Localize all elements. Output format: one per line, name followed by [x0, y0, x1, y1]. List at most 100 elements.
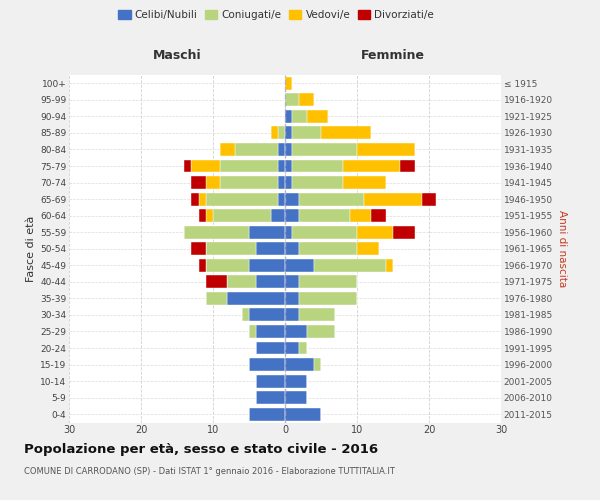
- Bar: [364, 192, 422, 205]
- Bar: [299, 308, 335, 322]
- Bar: [278, 160, 285, 172]
- Bar: [191, 192, 199, 205]
- Bar: [285, 325, 307, 338]
- Bar: [292, 226, 357, 238]
- Bar: [422, 192, 436, 205]
- Bar: [285, 94, 299, 106]
- Bar: [292, 110, 307, 123]
- Bar: [199, 192, 206, 205]
- Bar: [292, 176, 343, 189]
- Bar: [285, 308, 299, 322]
- Bar: [299, 209, 350, 222]
- Bar: [285, 292, 299, 305]
- Bar: [256, 374, 285, 388]
- Bar: [256, 342, 285, 354]
- Bar: [285, 342, 299, 354]
- Bar: [184, 226, 249, 238]
- Bar: [292, 143, 357, 156]
- Y-axis label: Fasce di età: Fasce di età: [26, 216, 36, 282]
- Bar: [220, 176, 278, 189]
- Bar: [285, 408, 321, 420]
- Y-axis label: Anni di nascita: Anni di nascita: [557, 210, 567, 288]
- Bar: [371, 209, 386, 222]
- Bar: [357, 226, 393, 238]
- Bar: [191, 160, 220, 172]
- Bar: [278, 192, 285, 205]
- Bar: [220, 160, 278, 172]
- Legend: Celibi/Nubili, Coniugati/e, Vedovi/e, Divorziati/e: Celibi/Nubili, Coniugati/e, Vedovi/e, Di…: [116, 8, 436, 22]
- Bar: [285, 226, 292, 238]
- Bar: [199, 209, 206, 222]
- Bar: [285, 259, 314, 272]
- Bar: [249, 325, 256, 338]
- Bar: [307, 110, 328, 123]
- Bar: [299, 276, 357, 288]
- Bar: [285, 374, 307, 388]
- Bar: [256, 242, 285, 255]
- Bar: [285, 242, 299, 255]
- Bar: [299, 292, 357, 305]
- Text: Femmine: Femmine: [361, 49, 425, 62]
- Bar: [343, 160, 400, 172]
- Bar: [271, 126, 278, 140]
- Bar: [299, 242, 357, 255]
- Text: Maschi: Maschi: [152, 49, 202, 62]
- Bar: [206, 176, 220, 189]
- Bar: [220, 143, 235, 156]
- Bar: [292, 126, 321, 140]
- Bar: [285, 192, 299, 205]
- Bar: [271, 209, 285, 222]
- Bar: [393, 226, 415, 238]
- Bar: [299, 94, 314, 106]
- Bar: [314, 259, 386, 272]
- Bar: [191, 176, 206, 189]
- Bar: [191, 242, 206, 255]
- Bar: [256, 276, 285, 288]
- Text: COMUNE DI CARRODANO (SP) - Dati ISTAT 1° gennaio 2016 - Elaborazione TUTTITALIA.: COMUNE DI CARRODANO (SP) - Dati ISTAT 1°…: [24, 468, 395, 476]
- Bar: [285, 358, 314, 371]
- Bar: [299, 342, 307, 354]
- Bar: [256, 391, 285, 404]
- Bar: [285, 276, 299, 288]
- Bar: [235, 143, 278, 156]
- Bar: [285, 143, 292, 156]
- Bar: [299, 192, 364, 205]
- Bar: [213, 209, 271, 222]
- Bar: [206, 292, 227, 305]
- Bar: [386, 259, 393, 272]
- Bar: [249, 308, 285, 322]
- Bar: [285, 77, 292, 90]
- Bar: [206, 209, 213, 222]
- Bar: [184, 160, 191, 172]
- Bar: [278, 143, 285, 156]
- Bar: [199, 259, 206, 272]
- Bar: [350, 209, 371, 222]
- Bar: [285, 176, 292, 189]
- Bar: [227, 276, 256, 288]
- Bar: [278, 176, 285, 189]
- Bar: [242, 308, 249, 322]
- Bar: [249, 259, 285, 272]
- Bar: [206, 259, 249, 272]
- Text: Popolazione per età, sesso e stato civile - 2016: Popolazione per età, sesso e stato civil…: [24, 442, 378, 456]
- Bar: [285, 209, 299, 222]
- Bar: [206, 242, 256, 255]
- Bar: [206, 276, 227, 288]
- Bar: [343, 176, 386, 189]
- Bar: [285, 110, 292, 123]
- Bar: [278, 126, 285, 140]
- Bar: [249, 226, 285, 238]
- Bar: [206, 192, 278, 205]
- Bar: [285, 126, 292, 140]
- Bar: [285, 391, 307, 404]
- Bar: [357, 143, 415, 156]
- Bar: [249, 358, 285, 371]
- Bar: [256, 325, 285, 338]
- Bar: [321, 126, 371, 140]
- Bar: [292, 160, 343, 172]
- Bar: [227, 292, 285, 305]
- Bar: [249, 408, 285, 420]
- Bar: [285, 160, 292, 172]
- Bar: [314, 358, 321, 371]
- Bar: [307, 325, 335, 338]
